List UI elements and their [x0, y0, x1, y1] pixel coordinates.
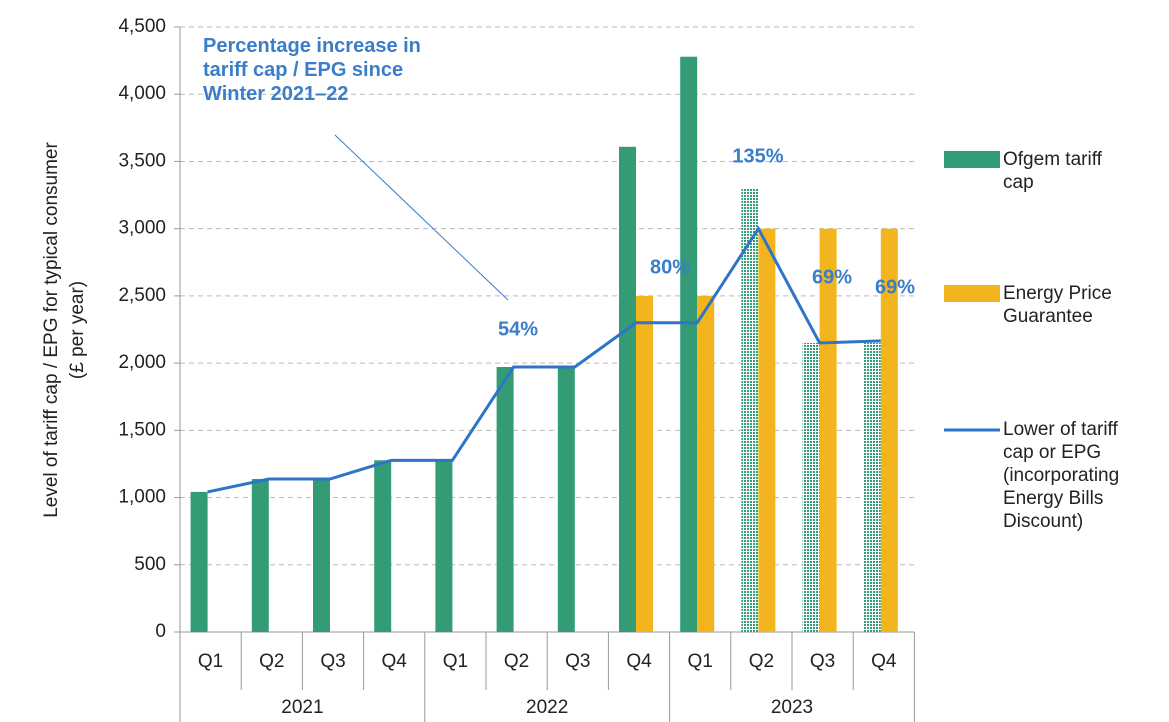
- x-tick-label: Q2: [504, 651, 529, 672]
- y-tick-label: 2,000: [118, 352, 166, 373]
- x-tick-label: Q3: [810, 651, 835, 672]
- bar: [374, 460, 392, 632]
- annotation-title-line: Percentage increase in: [203, 35, 421, 57]
- bar: [680, 56, 698, 633]
- x-tick-label: Q4: [626, 651, 652, 672]
- annotation: 69%: [812, 266, 852, 288]
- x-tick-label: Q2: [749, 651, 774, 672]
- annotation-title-line: Winter 2021–22: [203, 83, 348, 105]
- y-tick-label: 0: [155, 621, 166, 642]
- bar: [802, 342, 820, 632]
- bar: [863, 342, 881, 632]
- y-tick-label: 1,500: [118, 419, 166, 440]
- x-tick-label: Q1: [198, 651, 223, 672]
- annotation-title-line: tariff cap / EPG since: [203, 59, 403, 81]
- bar: [636, 295, 653, 632]
- x-tick-label: Q4: [871, 651, 897, 672]
- bar: [496, 367, 514, 632]
- y-tick-label: 4,000: [118, 83, 166, 104]
- group-label: 2022: [526, 697, 568, 718]
- leader-line: [334, 134, 509, 301]
- y-axis-title-line: (£ per year): [67, 281, 88, 379]
- legend-swatch: [944, 285, 1000, 302]
- bar: [741, 188, 759, 633]
- y-tick-label: 500: [134, 554, 166, 575]
- bar: [435, 460, 453, 632]
- y-tick-label: 1,000: [118, 487, 166, 508]
- y-tick-label: 3,500: [118, 150, 166, 171]
- bar: [880, 228, 898, 632]
- y-tick-label: 4,500: [118, 16, 166, 37]
- y-axis-title-line: Level of tariff cap / EPG for typical co…: [41, 142, 62, 518]
- x-tick-label: Q3: [320, 651, 345, 672]
- group-label: 2023: [771, 697, 813, 718]
- annotation: 135%: [732, 145, 783, 167]
- y-axis-title: Level of tariff cap / EPG for typical co…: [41, 142, 88, 518]
- legend-label: Lower of tariff cap or EPG (incorporatin…: [1003, 419, 1120, 532]
- annotation: 69%: [875, 276, 915, 298]
- annotation: 80%: [650, 256, 690, 278]
- x-tick-label: Q1: [688, 651, 713, 672]
- legend-label: Ofgem tariff cap: [1003, 149, 1102, 193]
- bar: [251, 479, 269, 632]
- legend-swatch: [944, 151, 1000, 168]
- x-tick-label: Q3: [565, 651, 590, 672]
- annotation-title: Percentage increase in tariff cap / EPG s…: [203, 35, 421, 105]
- x-tick-label: Q1: [443, 651, 468, 672]
- bar: [819, 228, 837, 632]
- line: [207, 225, 881, 494]
- bar: [557, 367, 575, 632]
- bar: [697, 295, 715, 632]
- bar: [313, 479, 330, 632]
- x-tick-label: Q4: [382, 651, 408, 672]
- bar: [190, 491, 208, 632]
- y-tick-label: 2,500: [118, 285, 166, 306]
- legend-label: Energy Price Guarantee: [1003, 283, 1112, 327]
- y-tick-label: 3,000: [118, 218, 166, 239]
- bar: [758, 228, 776, 632]
- group-label: 2021: [281, 697, 323, 718]
- bar: [619, 146, 636, 633]
- annotation: 54%: [498, 318, 538, 340]
- x-tick-label: Q2: [259, 651, 284, 672]
